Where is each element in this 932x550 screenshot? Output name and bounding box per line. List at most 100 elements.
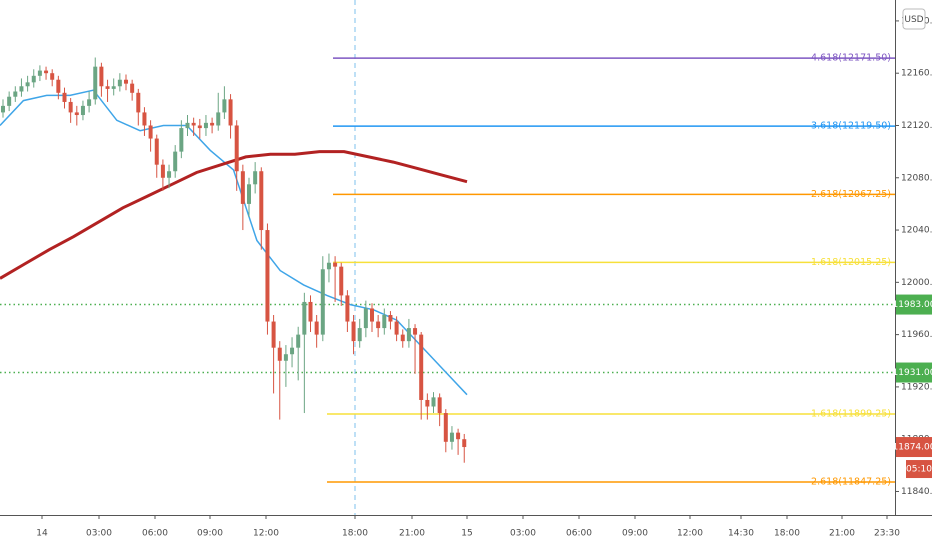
candle-body (7, 96, 12, 106)
candle-body (130, 83, 135, 93)
candle-body (44, 70, 49, 74)
candle-body (326, 262, 331, 270)
fib-level-label: 1.618(11899.25) (811, 409, 891, 420)
y-tick-label: 12080.00 (901, 173, 932, 183)
y-tick-label: 12040.00 (901, 226, 932, 236)
fib-level-label: 2.618(12067.25) (811, 189, 891, 200)
candle-body (370, 308, 374, 322)
price-tag-label: 11931.00 (893, 368, 932, 378)
x-tick-label: 03:00 (86, 529, 112, 539)
candle-body (345, 295, 350, 322)
candle-body (449, 432, 454, 442)
candle-body (31, 75, 36, 83)
candle-body (222, 99, 227, 113)
candle-body (197, 125, 202, 129)
x-tick-label: 03:00 (510, 529, 536, 539)
candle-body (320, 269, 325, 335)
candle-body (56, 79, 61, 93)
price-tag (896, 294, 932, 315)
fib-level-label: 4.618(12171.50) (811, 53, 891, 64)
x-tick-label: 18:00 (342, 529, 368, 539)
candle-body (363, 308, 368, 329)
x-tick-label: 21:00 (399, 529, 425, 539)
candle-body (357, 328, 362, 342)
candle-body (382, 315, 387, 329)
fib-level-label: 1.618(12015.25) (811, 257, 891, 268)
fib-level-label: 3.618(12119.50) (811, 121, 891, 132)
candle-body (240, 171, 245, 204)
x-tick-label: 18:00 (774, 529, 800, 539)
candle-body (296, 334, 301, 348)
candle-body (19, 86, 24, 92)
x-tick-label: 14 (36, 529, 48, 539)
candle-body (376, 321, 381, 329)
x-tick-label: 21:00 (829, 529, 855, 539)
countdown-tag (906, 460, 932, 479)
candle-body (93, 66, 98, 100)
x-tick-label: 12:00 (253, 529, 279, 539)
candle-body (425, 399, 430, 407)
candle-body (234, 125, 239, 172)
candle-body (400, 334, 405, 342)
last-price-tag (896, 437, 932, 458)
candle-body (314, 321, 319, 335)
candle-body (277, 347, 282, 361)
price-axis: 12200.0012160.0012120.0012080.0012040.00… (36, 16, 932, 539)
candle-body (462, 439, 467, 448)
candle-body (247, 184, 251, 204)
candle-body (388, 315, 393, 322)
countdown-label: 05:10 (906, 465, 932, 475)
currency-label[interactable]: USD (904, 15, 923, 25)
y-tick-label: 12160.00 (901, 69, 932, 79)
candle-body (117, 79, 122, 87)
candle-body (259, 171, 264, 231)
candle-body (431, 397, 436, 407)
candle-body (456, 432, 461, 440)
candle-body (154, 138, 159, 165)
plot: 4.618(12171.50) 3.618(12119.50) 2.618(1206… (0, 53, 895, 487)
candle-body (216, 112, 221, 126)
x-tick-label: 15 (461, 529, 472, 539)
candle-body (203, 122, 208, 129)
candle-body (179, 128, 184, 152)
candle-body (253, 171, 258, 185)
y-tick-label: 12120.00 (901, 121, 932, 131)
candle-body (302, 301, 307, 335)
y-tick-label: 12000.00 (901, 278, 932, 288)
x-tick-label: 12:00 (677, 529, 703, 539)
x-tick-label: 06:00 (142, 529, 168, 539)
fib-level-label: 2.618(11847.25) (811, 476, 891, 487)
moving-average (0, 150, 468, 280)
candle-body (80, 105, 85, 116)
candle-body (50, 73, 55, 80)
x-tick-label: 09:00 (622, 529, 648, 539)
candle-body (160, 164, 165, 178)
candle-body (148, 125, 153, 139)
candle-body (333, 262, 338, 267)
y-tick-label: 11840.00 (901, 487, 932, 497)
last-price-label: 11874.00 (893, 443, 932, 453)
candle-body (406, 328, 411, 342)
price-tag-label: 11983.00 (893, 300, 932, 310)
x-tick-label: 06:00 (566, 529, 592, 539)
candle-body (1, 105, 5, 113)
candle-body (173, 151, 178, 172)
candle-body (443, 413, 448, 442)
currency-button[interactable] (902, 8, 926, 30)
candle-body (308, 301, 313, 322)
candle-body (136, 92, 141, 113)
candle-body (191, 122, 196, 126)
candle-body (290, 347, 295, 355)
candle-body (283, 354, 288, 361)
y-tick-label: 11920.00 (901, 382, 932, 392)
candle-body (87, 99, 92, 106)
candle-body (25, 82, 30, 87)
candle-body (99, 66, 104, 87)
candle-body (437, 397, 442, 414)
candle-body (228, 99, 233, 126)
x-tick-label: 23:30 (874, 529, 900, 539)
x-tick-label: 14:30 (728, 529, 754, 539)
candle-body (124, 79, 128, 84)
candle-body (185, 122, 190, 129)
